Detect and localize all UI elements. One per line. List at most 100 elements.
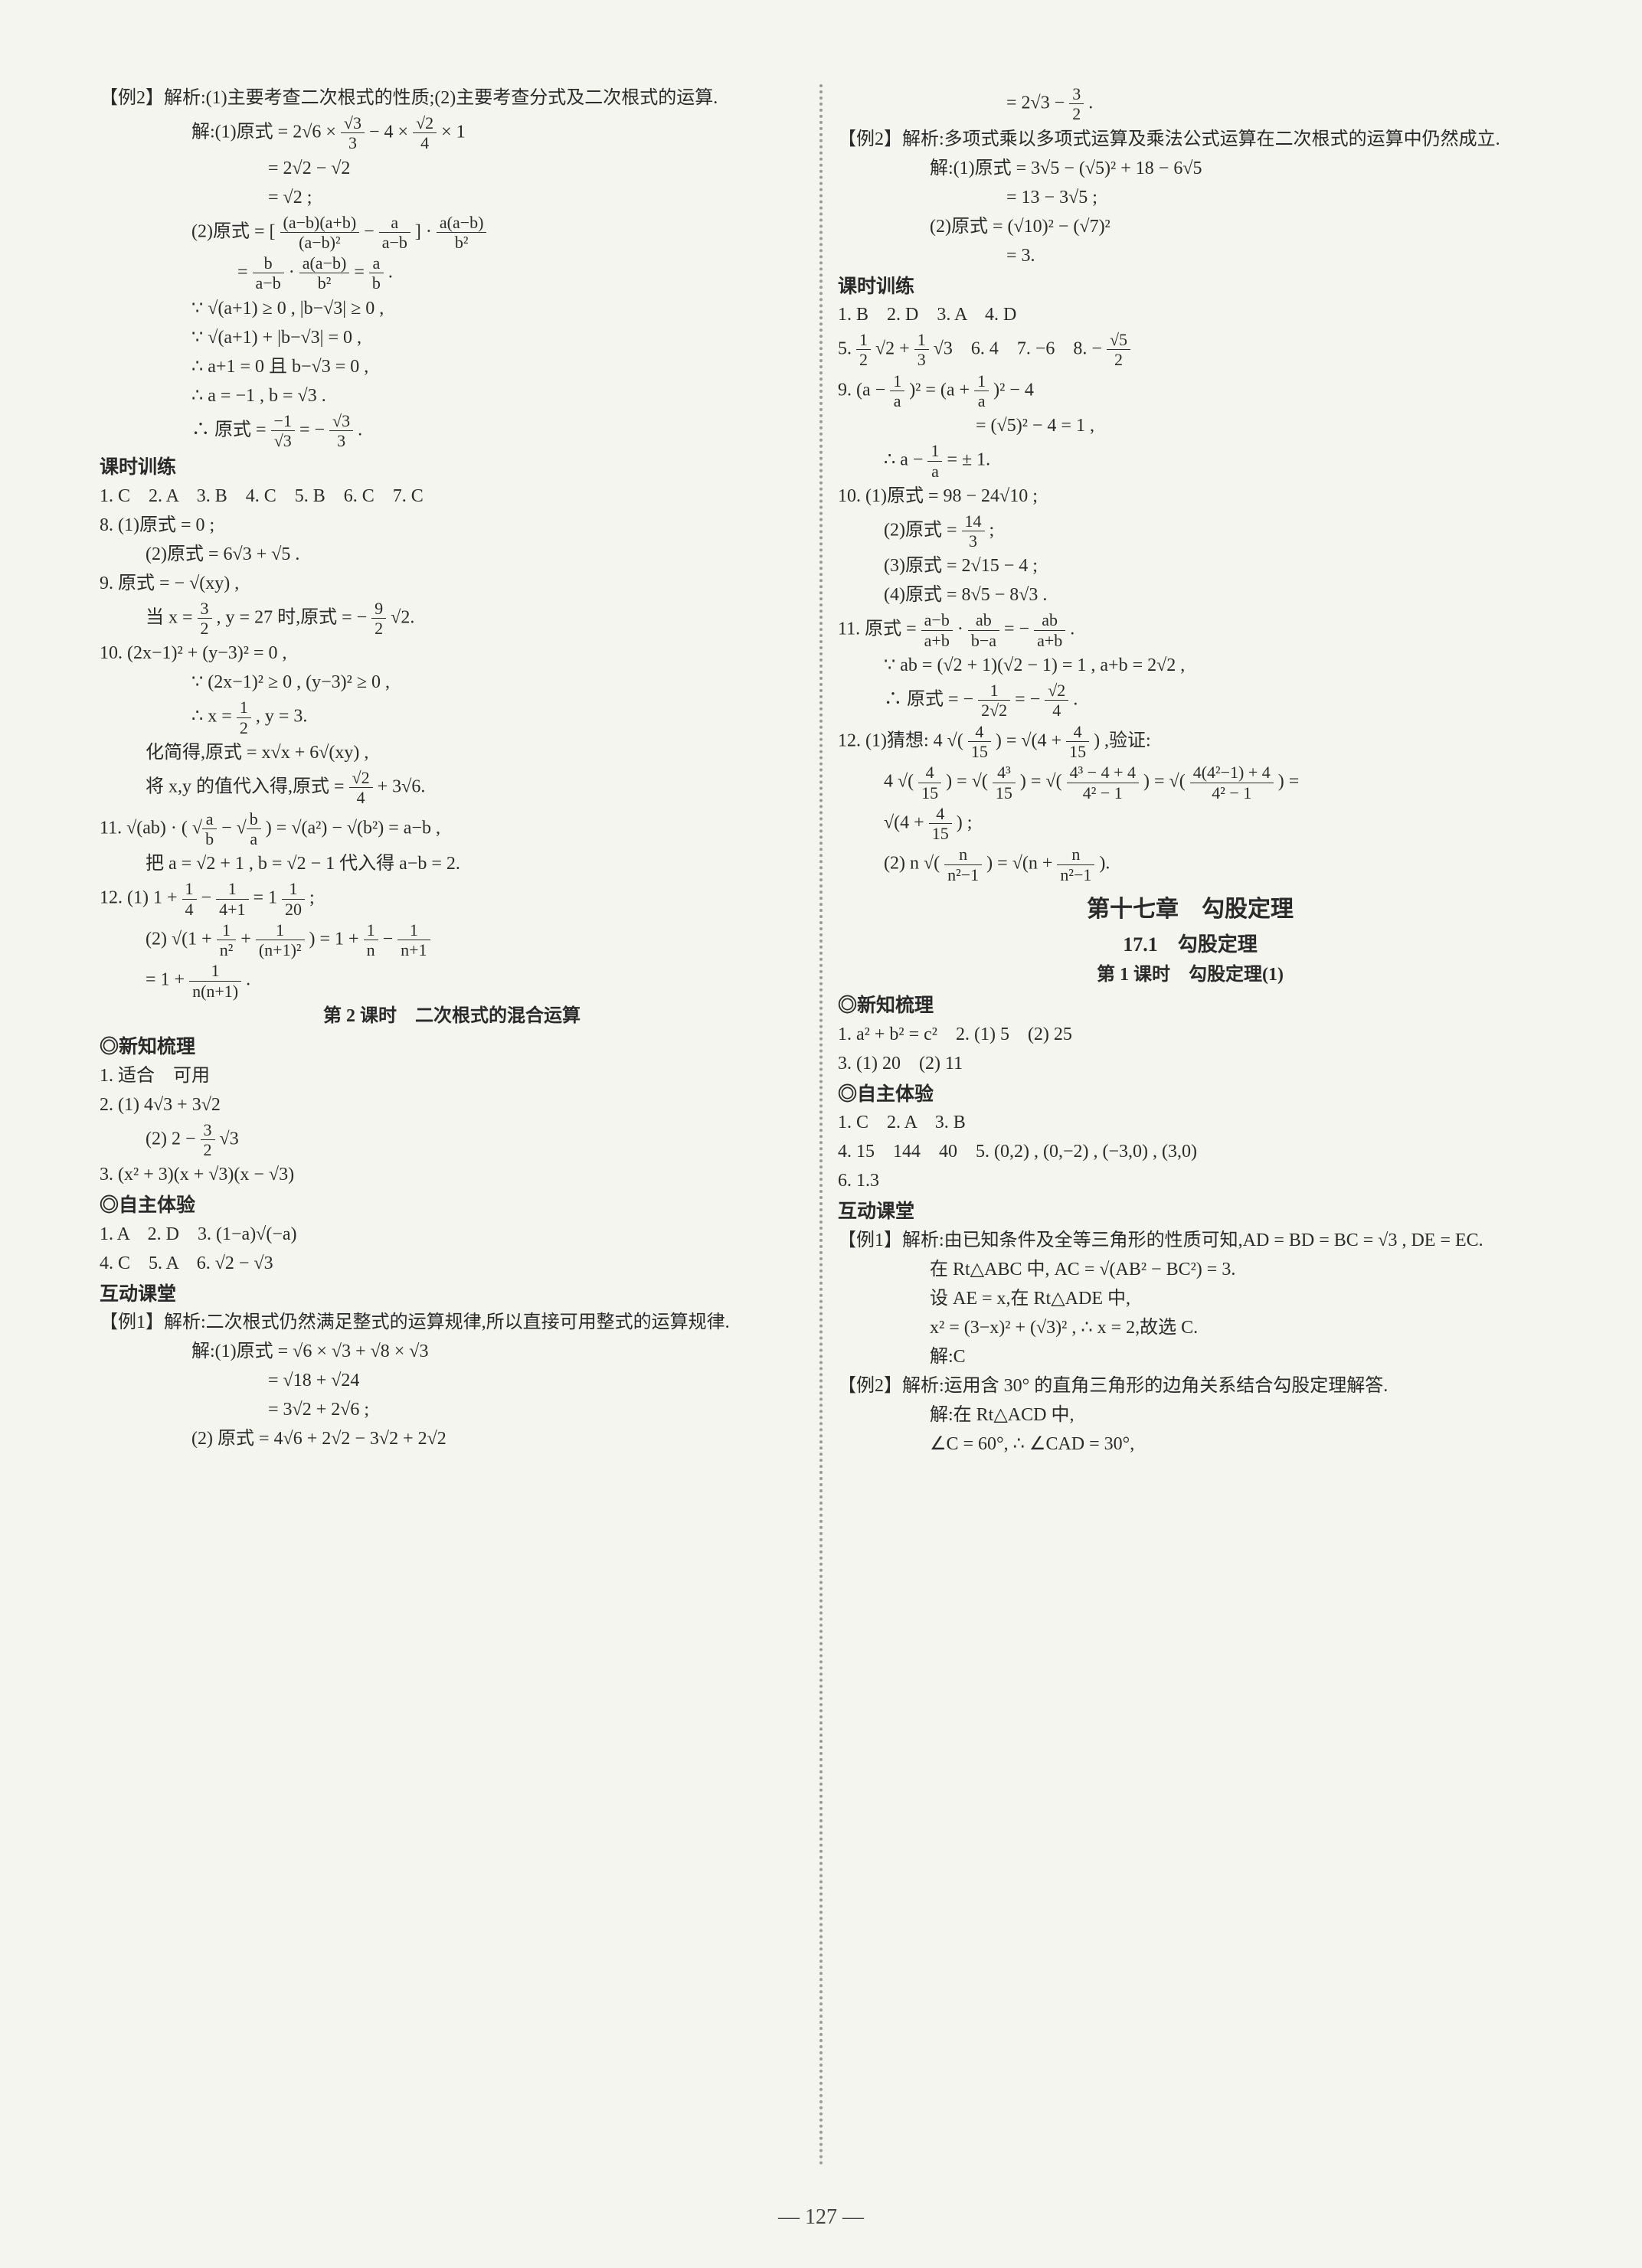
text-line: 【例1】解析:由已知条件及全等三角形的性质可知,AD = BD = BC = √… xyxy=(838,1227,1542,1254)
section-title: ◎自主体验 xyxy=(838,1080,1542,1109)
fraction: aa−b xyxy=(379,213,410,253)
fraction: 415 xyxy=(1066,722,1089,762)
text-line: 1. C 2. A 3. B 4. C 5. B 6. C 7. C xyxy=(100,482,804,510)
text-line: 【例2】解析:运用含 30° 的直角三角形的边角关系结合勾股定理解答. xyxy=(838,1372,1542,1400)
fraction: 1a xyxy=(890,371,904,411)
fraction: 143 xyxy=(962,511,985,551)
fraction: 4(4²−1) + 44² − 1 xyxy=(1190,763,1274,802)
text-line: ∴ a − 1a = ± 1. xyxy=(838,441,1542,481)
text-line: ∴ a = −1 , b = √3 . xyxy=(100,382,804,410)
text-line: (2) 原式 = 4√6 + 2√2 − 3√2 + 2√2 xyxy=(100,1425,804,1453)
right-column: = 2√3 − 32 . 【例2】解析:多项式乘以多项式运算及乘法公式运算在二次… xyxy=(838,84,1542,2167)
fraction: 32 xyxy=(201,1120,215,1160)
text-line: 4. C 5. A 6. √2 − √3 xyxy=(100,1250,804,1277)
page-container: 【例2】解析:(1)主要考查二次根式的性质;(2)主要考查分式及二次根式的运算.… xyxy=(100,84,1542,2167)
text-line: 将 x,y 的值代入得,原式 = √24 + 3√6. xyxy=(100,768,804,808)
text-line: 1. 适合 可用 xyxy=(100,1062,804,1090)
left-column: 【例2】解析:(1)主要考查二次根式的性质;(2)主要考查分式及二次根式的运算.… xyxy=(100,84,804,2167)
text-line: (2) √(1 + 1n² + 1(n+1)² ) = 1 + 1n − 1n+… xyxy=(100,920,804,960)
text-line: = 1 + 1n(n+1) . xyxy=(100,961,804,1001)
fraction: 1n(n+1) xyxy=(189,961,241,1001)
text-line: 9. (a − 1a )² = (a + 1a )² − 4 xyxy=(838,371,1542,411)
text-line: (2)原式 = (√10)² − (√7)² xyxy=(838,213,1542,240)
text-line: 10. (1)原式 = 98 − 24√10 ; xyxy=(838,482,1542,510)
text-line: = √18 + √24 xyxy=(100,1367,804,1394)
fraction: −1√3 xyxy=(271,411,295,451)
text-line: ∵ ab = (√2 + 1)(√2 − 1) = 1 , a+b = 2√2 … xyxy=(838,652,1542,679)
fraction: 1n² xyxy=(217,920,237,960)
text-line: 设 AE = x,在 Rt△ADE 中, xyxy=(838,1285,1542,1312)
fraction: 14 xyxy=(182,879,197,919)
fraction: 32 xyxy=(1069,84,1084,124)
text-line: ∴ x = 12 , y = 3. xyxy=(100,698,804,737)
fraction: √24 xyxy=(1045,681,1068,721)
fraction: aba+b xyxy=(1034,610,1065,650)
text-line: ∴ 原式 = −1√3 = − √33 . xyxy=(100,411,804,451)
fraction: 13 xyxy=(914,330,929,370)
text-line: 11. √(ab) · ( √ab − √ba ) = √(a²) − √(b²… xyxy=(100,809,804,849)
fraction: 12√2 xyxy=(978,681,1010,721)
text-line: 在 Rt△ABC 中, AC = √(AB² − BC²) = 3. xyxy=(838,1256,1542,1283)
text-line: 12. (1)猜想: 4 √( 415 ) = √(4 + 415 ) ,验证: xyxy=(838,722,1542,762)
text-line: (4)原式 = 8√5 − 8√3 . xyxy=(838,581,1542,609)
text-line: √(4 + 415 ) ; xyxy=(838,804,1542,844)
text-line: ∴ a+1 = 0 且 b−√3 = 0 , xyxy=(100,353,804,381)
text-line: 6. 1.3 xyxy=(838,1167,1542,1194)
fraction: 415 xyxy=(968,722,991,762)
fraction: √33 xyxy=(329,411,353,451)
section-title: ◎新知梳理 xyxy=(838,992,1542,1021)
text-line: 12. (1) 1 + 14 − 14+1 = 1 120 ; xyxy=(100,879,804,919)
text-line: 解:C xyxy=(838,1343,1542,1371)
fraction: nn²−1 xyxy=(1057,845,1094,884)
fraction: 1(n+1)² xyxy=(256,920,305,960)
fraction: ab xyxy=(202,809,217,849)
section-title: 互动课堂 xyxy=(100,1280,804,1309)
text-line: 2. (1) 4√3 + 3√2 xyxy=(100,1091,804,1119)
fraction: ba xyxy=(247,809,261,849)
fraction: a(a−b)b² xyxy=(299,253,350,293)
text-line: ∵ (2x−1)² ≥ 0 , (y−3)² ≥ 0 , xyxy=(100,668,804,696)
text-line: (2)原式 = 6√3 + √5 . xyxy=(100,541,804,568)
text-line: 解:(1)原式 = 3√5 − (√5)² + 18 − 6√5 xyxy=(838,155,1542,182)
fraction: 12 xyxy=(856,330,871,370)
lesson-title: 第 2 课时 二次根式的混合运算 xyxy=(100,1002,804,1030)
text-line: 4 √( 415 ) = √( 4³15 ) = √( 4³ − 4 + 44²… xyxy=(838,763,1542,802)
column-divider xyxy=(819,84,823,2167)
text-line: 化简得,原式 = x√x + 6√(xy) , xyxy=(100,739,804,766)
text-line: 【例1】解析:二次根式仍然满足整式的运算规律,所以直接可用整式的运算规律. xyxy=(100,1309,804,1336)
page-number: — 127 — xyxy=(0,2205,1642,2230)
fraction: 14+1 xyxy=(216,879,248,919)
text-line: 【例2】解析:多项式乘以多项式运算及乘法公式运算在二次根式的运算中仍然成立. xyxy=(838,126,1542,153)
text-line: (2) n √( nn²−1 ) = √(n + nn²−1 ). xyxy=(838,845,1542,884)
fraction: (a−b)(a+b)(a−b)² xyxy=(280,213,360,253)
text-line: = 13 − 3√5 ; xyxy=(838,184,1542,211)
fraction: 1n xyxy=(364,920,378,960)
text-line: 解:在 Rt△ACD 中, xyxy=(838,1401,1542,1429)
fraction: 1n+1 xyxy=(397,920,430,960)
text-line: 11. 原式 = a−ba+b · abb−a = − aba+b . xyxy=(838,610,1542,650)
text-line: 3. (x² + 3)(x + √3)(x − √3) xyxy=(100,1161,804,1188)
text-line: (3)原式 = 2√15 − 4 ; xyxy=(838,552,1542,580)
chapter-title: 第十七章 勾股定理 xyxy=(838,892,1542,926)
text-line: = 3. xyxy=(838,242,1542,270)
fraction: ba−b xyxy=(253,253,284,293)
text-line: = 2√3 − 32 . xyxy=(838,84,1542,124)
text-line: 解:(1)原式 = √6 × √3 + √8 × √3 xyxy=(100,1338,804,1365)
text-line: (2) 2 − 32 √3 xyxy=(100,1120,804,1160)
text-line: 1. A 2. D 3. (1−a)√(−a) xyxy=(100,1221,804,1248)
fraction: 415 xyxy=(929,804,952,844)
text-line: 8. (1)原式 = 0 ; xyxy=(100,511,804,539)
text-line: = 2√2 − √2 xyxy=(100,155,804,182)
fraction: a(a−b)b² xyxy=(437,213,487,253)
text-line: 3. (1) 20 (2) 11 xyxy=(838,1050,1542,1077)
text-line: 把 a = √2 + 1 , b = √2 − 1 代入得 a−b = 2. xyxy=(100,850,804,877)
section-title: ◎新知梳理 xyxy=(100,1033,804,1062)
fraction: a−ba+b xyxy=(921,610,953,650)
fraction: 120 xyxy=(282,879,305,919)
text-line: ∠C = 60°, ∴ ∠CAD = 30°, xyxy=(838,1430,1542,1458)
text-line: 9. 原式 = − √(xy) , xyxy=(100,570,804,597)
text-line: 10. (2x−1)² + (y−3)² = 0 , xyxy=(100,639,804,667)
text-line: ∵ √(a+1) + |b−√3| = 0 , xyxy=(100,324,804,351)
section-title: ◎自主体验 xyxy=(100,1191,804,1221)
fraction: √52 xyxy=(1107,330,1130,370)
